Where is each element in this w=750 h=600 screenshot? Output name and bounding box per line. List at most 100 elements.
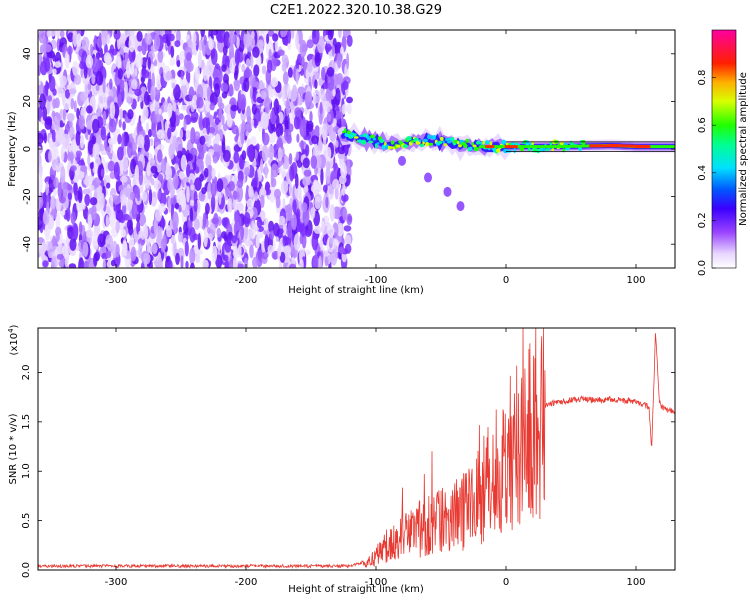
spectrogram-noise-cell <box>341 194 349 202</box>
snr-y-multiplier: (x104) <box>7 324 20 355</box>
spectrogram-noise-cell <box>262 132 270 146</box>
spectrogram-noise-cell <box>62 181 68 198</box>
spectrogram-branch-cell <box>443 186 452 197</box>
spectrogram-noise-cell <box>341 104 346 115</box>
spectrogram-ridge-cell <box>549 141 553 146</box>
spectrogram-noise-cell <box>246 105 251 121</box>
spectrogram-y-label: Frequency (Hz) <box>7 111 18 187</box>
spectrogram-noise-cell <box>273 222 280 237</box>
snr-frame <box>37 327 676 571</box>
spectrogram-noise-cell <box>128 36 135 53</box>
spectrogram-noise-cell <box>201 187 207 195</box>
spectrogram-noise-cell <box>53 177 59 189</box>
spectrogram-noise-cell <box>67 226 75 240</box>
colorbar-tick-label: 0.2 <box>697 212 708 228</box>
spectrogram-noise-cell <box>244 167 250 177</box>
spectrogram-noise-cell <box>117 134 122 145</box>
spectrogram-noise-cell <box>38 195 44 209</box>
spectrogram-noise-cell <box>193 199 198 212</box>
spectrogram-noise-cell <box>178 204 182 213</box>
spectrogram-noise-cell <box>131 201 138 220</box>
spectrogram-x-tick-label: 100 <box>626 275 645 286</box>
spectrogram-noise-cell <box>196 96 204 109</box>
chart-title: C2E1.2022.320.10.38.G29 <box>270 3 442 18</box>
spectrogram-noise-cell <box>274 188 281 199</box>
spectrogram-ridge-cell <box>372 137 377 141</box>
spectrogram-noise-cell <box>264 162 268 179</box>
spectrogram-x-tick-label: 0 <box>503 275 509 286</box>
snr-y-tick-label: 1.5 <box>21 414 32 430</box>
spectrogram-noise-cell <box>126 199 133 212</box>
spectrogram-y-ticks: -40 -20 0 20 40 <box>22 47 675 252</box>
spectrogram-noise-cell <box>241 150 247 161</box>
spectrogram-noise-cell <box>59 30 65 38</box>
spectrogram-noise-cell <box>194 218 200 230</box>
spectrogram-noise-cell <box>47 241 54 259</box>
spectrogram-noise-cell <box>153 179 162 190</box>
spectrogram-noise-cell <box>220 82 229 93</box>
spectrogram-noise-cell <box>113 195 121 205</box>
spectrogram-noise-cell <box>346 35 353 47</box>
snr-x-ticks: -300 -200 -100 0 100 <box>105 328 646 588</box>
spectrogram-noise-cell <box>47 95 52 102</box>
spectrogram-noise-cell <box>180 255 184 268</box>
spectrogram-noise-cell <box>191 94 198 110</box>
spectrogram-noise-cell <box>269 88 275 99</box>
spectrogram-ridge-cell <box>395 144 401 148</box>
spectrogram-noise-cell <box>223 123 228 132</box>
spectrogram-ridge-cell <box>501 139 507 145</box>
spectrogram-noise-cell <box>150 165 158 174</box>
spectrogram-noise-cell <box>295 151 300 161</box>
spectrogram-noise-cell <box>285 99 290 117</box>
spectrogram-noise-cell <box>70 152 74 165</box>
spectrogram-noise-cell <box>115 220 120 234</box>
spectrogram-noise-cell <box>326 66 335 77</box>
spectrogram-noise-cell <box>76 107 80 120</box>
spectrogram-y-tick-label: 40 <box>22 47 33 60</box>
spectrogram-noise-cell <box>115 243 120 258</box>
spectrogram-noise-cell <box>202 212 207 229</box>
spectrogram-noise-cell <box>209 102 215 111</box>
spectrogram-noise-cell <box>172 101 177 113</box>
spectrogram-ridge-cell <box>551 148 555 152</box>
spectrogram-noise-cell <box>221 141 226 154</box>
colorbar-gradient <box>711 29 737 269</box>
spectrogram-ridge-cell <box>482 140 485 145</box>
spectrogram-ridge-cell <box>360 139 367 145</box>
spectrogram-noise-cell <box>304 106 308 115</box>
spectrogram-noise-cell <box>180 194 187 211</box>
spectrogram-noise-cell <box>260 194 265 208</box>
spectrogram-noise-cell <box>309 110 313 123</box>
spectrogram-noise-cell <box>236 179 244 189</box>
spectrogram-noise-cell <box>108 118 117 133</box>
spectrogram-noise-cell <box>301 55 305 68</box>
spectrogram-ridge-cell <box>484 140 490 145</box>
spectrogram-noise-cell <box>226 114 233 128</box>
spectrogram-noise-cell <box>296 133 300 143</box>
spectrogram-noise-cell <box>232 190 238 201</box>
spectrogram-noise-cell <box>120 79 125 93</box>
spectrogram-noise-cell <box>118 119 122 128</box>
spectrogram-noise-cell <box>193 190 198 204</box>
spectrogram-noise-cell <box>78 257 85 268</box>
spectrogram-noise-cell <box>318 113 323 125</box>
spectrogram-noise-cell <box>314 193 322 203</box>
spectrogram-noise-cell <box>100 168 105 177</box>
spectrogram-noise-cell <box>174 40 181 48</box>
spectrogram-noise-cell <box>94 251 100 262</box>
spectrogram-noise-cell <box>42 260 49 268</box>
spectrogram-noise-cell <box>197 233 201 250</box>
spectrogram-ridge-cell <box>425 142 430 147</box>
spectrogram-noise-cell <box>338 30 342 39</box>
spectrogram-noise-cell <box>38 132 44 145</box>
spectrogram-noise-cell <box>295 32 299 50</box>
spectrogram-noise-cell <box>87 155 91 166</box>
spectrogram-ridge-cell <box>513 147 516 154</box>
spectrogram-noise-cell <box>329 237 334 245</box>
spectrogram-noise-cell <box>113 30 121 40</box>
spectrogram-noise-cell <box>317 169 321 177</box>
spectrogram-noise-cell <box>255 143 260 151</box>
spectrogram-noise-cell <box>273 98 279 116</box>
spectrogram-noise-cell <box>310 207 316 220</box>
colorbar-tick-label: 0.4 <box>697 165 708 181</box>
